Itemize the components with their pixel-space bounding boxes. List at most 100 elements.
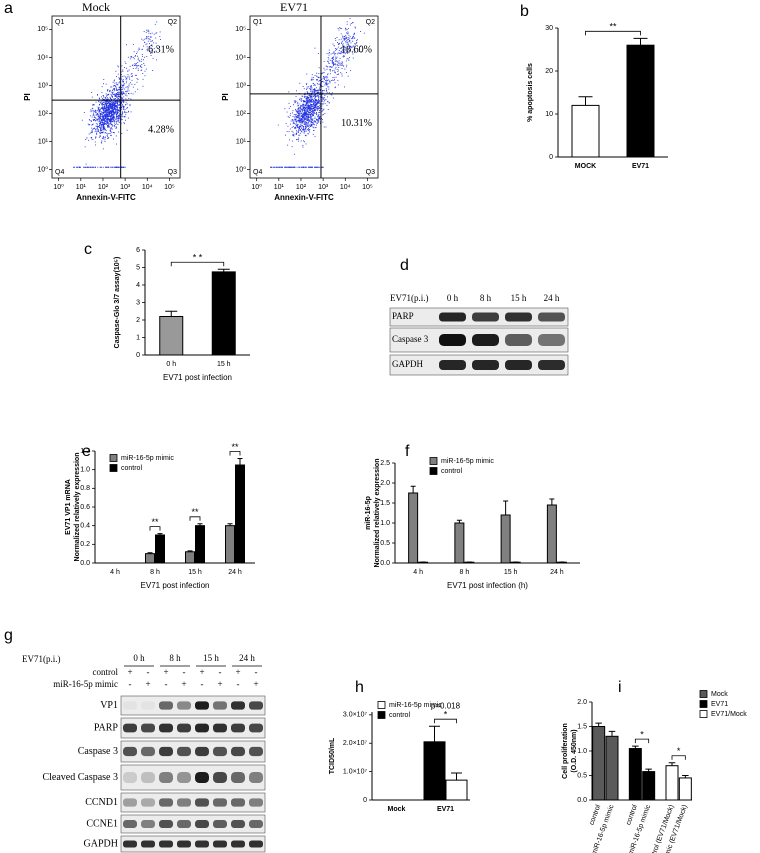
event-dot — [111, 131, 113, 133]
event-dot — [155, 37, 157, 39]
event-dot — [122, 166, 124, 168]
event-dot — [311, 78, 313, 80]
event-dot — [303, 128, 305, 130]
event-dot — [103, 112, 104, 113]
event-dot — [278, 166, 280, 168]
event-dot — [104, 119, 106, 121]
event-dot — [346, 40, 348, 42]
event-dot — [102, 114, 103, 116]
event-dot — [353, 37, 355, 39]
event-dot — [315, 124, 317, 126]
event-dot — [106, 109, 108, 111]
event-dot — [105, 104, 107, 106]
event-dot — [120, 102, 122, 104]
event-dot — [100, 135, 102, 137]
event-dot — [111, 119, 113, 120]
event-dot — [300, 126, 302, 128]
event-dot — [326, 90, 327, 91]
event-dot — [296, 112, 298, 114]
event-dot — [287, 125, 289, 127]
event-dot — [318, 102, 320, 103]
event-dot — [99, 117, 100, 119]
quadrant-label: Q3 — [168, 169, 177, 176]
event-dot — [92, 129, 94, 130]
event-dot — [295, 124, 297, 126]
event-dot — [115, 127, 117, 129]
event-dot — [303, 117, 305, 119]
y-tick-label: 0.5 — [380, 540, 390, 547]
event-dot — [318, 116, 320, 118]
event-dot — [308, 99, 309, 101]
event-dot — [337, 46, 339, 48]
event-dot — [340, 65, 342, 66]
event-dot — [310, 106, 312, 108]
blot-band — [141, 820, 155, 828]
event-dot — [91, 96, 93, 98]
event-dot — [316, 83, 318, 84]
event-dot — [306, 91, 308, 93]
error-bar — [410, 485, 416, 493]
event-dot — [297, 116, 299, 118]
event-dot — [122, 91, 124, 93]
blot-band — [195, 746, 209, 757]
event-dot — [328, 79, 330, 81]
event-dot — [300, 124, 302, 126]
y-axis-label: miR-16-5p — [365, 496, 372, 530]
event-dot — [322, 97, 324, 99]
event-dot — [105, 100, 107, 102]
event-dot — [103, 113, 105, 115]
event-dot — [321, 95, 323, 97]
event-dot — [139, 65, 141, 66]
event-dot — [314, 105, 316, 107]
event-dot — [307, 113, 309, 115]
event-dot — [144, 41, 145, 43]
event-dot — [122, 80, 124, 82]
event-dot — [314, 91, 316, 93]
y-tick-label: 1.5 — [380, 500, 390, 507]
legend-swatch — [377, 701, 386, 709]
event-dot — [160, 39, 161, 40]
event-dot — [298, 115, 300, 117]
event-dot — [353, 45, 355, 47]
event-dot — [319, 89, 321, 91]
event-dot — [304, 122, 306, 124]
blot-band — [231, 798, 245, 807]
event-dot — [297, 113, 299, 114]
event-dot — [296, 166, 298, 168]
row-label: VP1 — [100, 700, 118, 711]
event-dot — [295, 115, 297, 117]
blot-strip — [120, 835, 266, 853]
event-dot — [76, 166, 78, 168]
event-dot — [110, 101, 111, 103]
event-dot — [310, 112, 311, 113]
event-dot — [302, 129, 304, 131]
event-dot — [118, 90, 120, 92]
event-dot — [313, 113, 314, 115]
event-dot — [317, 77, 319, 78]
event-dot — [309, 116, 311, 118]
event-dot — [285, 123, 287, 125]
error-bar — [217, 268, 230, 272]
event-dot — [303, 101, 305, 102]
event-dot — [305, 98, 307, 100]
y-tick-label: 10⁵ — [235, 26, 246, 33]
event-dot — [116, 109, 118, 111]
legend-swatch — [699, 700, 708, 708]
event-dot — [298, 126, 300, 128]
event-dot — [114, 166, 116, 168]
event-dot — [104, 110, 106, 111]
event-dot — [301, 121, 303, 122]
event-dot — [332, 52, 334, 54]
event-dot — [107, 118, 108, 119]
event-dot — [313, 103, 315, 104]
event-dot — [292, 134, 294, 136]
event-dot — [130, 98, 132, 100]
event-dot — [312, 103, 314, 105]
event-dot — [96, 119, 98, 121]
event-dot — [327, 74, 328, 76]
event-dot — [110, 111, 112, 113]
event-dot — [108, 125, 109, 127]
event-dot — [302, 128, 304, 130]
event-dot — [100, 125, 102, 127]
condition-sign: - — [183, 667, 186, 677]
